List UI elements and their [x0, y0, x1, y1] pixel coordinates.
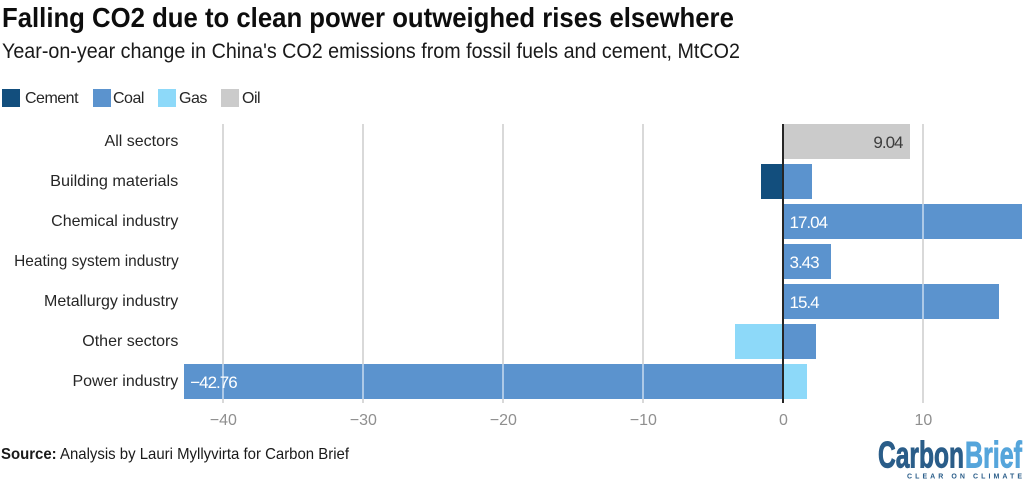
svg-text:Brief: Brief: [965, 435, 1022, 476]
svg-text:CLEAR ON CLIMATE: CLEAR ON CLIMATE: [907, 474, 1022, 481]
svg-text:Carbon: Carbon: [878, 435, 964, 476]
